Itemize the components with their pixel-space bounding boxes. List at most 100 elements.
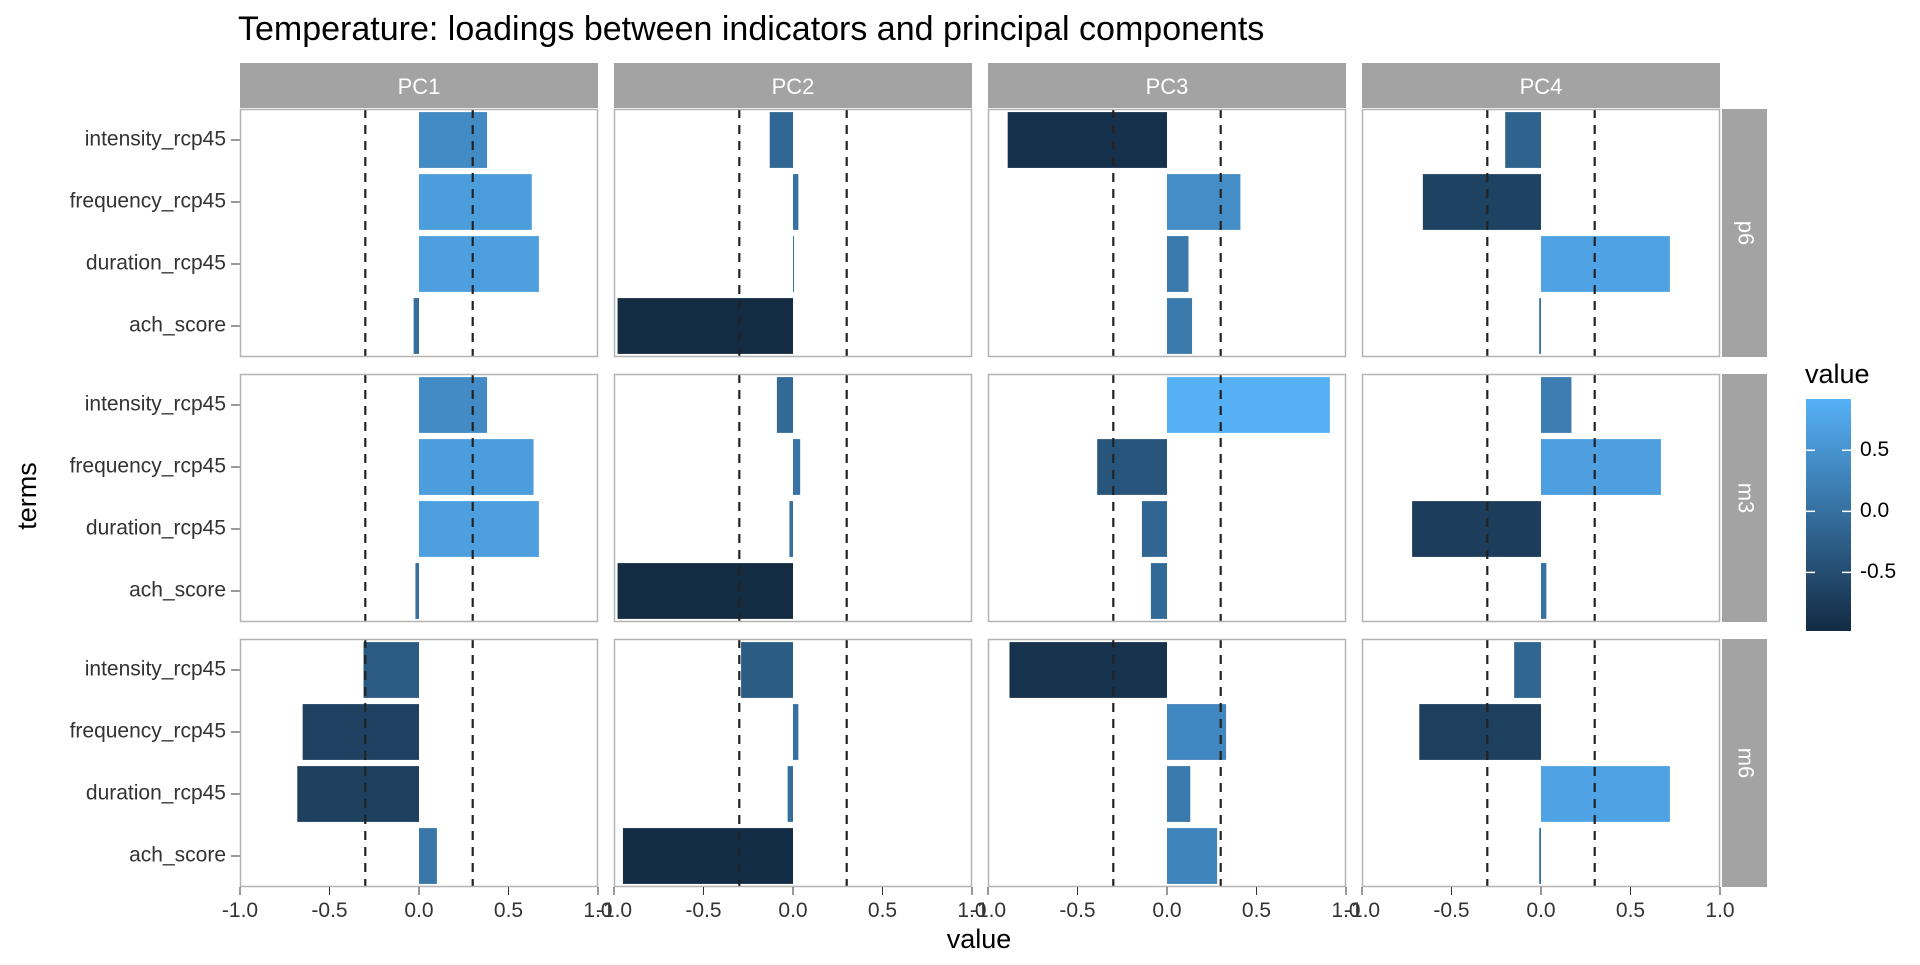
- bar-m3-pc3-duration-rcp45: [1141, 501, 1167, 557]
- bar-m6-pc4-frequency-rcp45: [1419, 704, 1541, 760]
- panel-border: [239, 373, 599, 623]
- panel-m3-pc4: [1361, 373, 1721, 623]
- facet-strip-m6: [1722, 639, 1767, 887]
- facet-strip-pc3: [988, 63, 1346, 108]
- bar-m6-pc3-duration-rcp45: [1167, 766, 1191, 822]
- panel-border: [1361, 373, 1721, 623]
- x-tick-label: 1.0: [583, 899, 612, 922]
- bar-p6-pc2-duration-rcp45: [793, 236, 794, 292]
- y-tick-label-frequency-rcp45: frequency_rcp45: [70, 190, 226, 213]
- bar-m3-pc2-duration-rcp45: [789, 501, 793, 557]
- bar-p6-pc2-frequency-rcp45: [793, 174, 799, 230]
- bar-m3-pc3-frequency-rcp45: [1097, 439, 1167, 495]
- x-tick-label: -1.0: [1344, 899, 1380, 922]
- y-axis-title: terms: [12, 462, 42, 530]
- legend-ticks: 0.5 0.0 -0.5: [1806, 438, 1896, 583]
- bar-p6-pc4-duration-rcp45: [1541, 236, 1670, 292]
- x-tick-label: -0.5: [1059, 899, 1095, 922]
- panel-m6-pc4: [1361, 638, 1721, 888]
- x-tick-label: 1.0: [1331, 899, 1360, 922]
- x-tick-label: 0.0: [404, 899, 433, 922]
- x-tick-label: 0.0: [1526, 899, 1555, 922]
- x-tick-label: 0.0: [778, 899, 807, 922]
- y-tick-label-frequency-rcp45: frequency_rcp45: [70, 720, 226, 743]
- panel-border: [613, 373, 973, 623]
- bar-m6-pc4-duration-rcp45: [1541, 766, 1670, 822]
- facet-strip-m3: [1722, 374, 1767, 622]
- facet-strip-label-pc1: PC1: [398, 74, 441, 99]
- y-tick-label-intensity-rcp45: intensity_rcp45: [85, 658, 226, 681]
- bar-p6-pc4-intensity-rcp45: [1505, 112, 1541, 168]
- x-tick-label: -0.5: [311, 899, 347, 922]
- panel-border: [987, 638, 1347, 888]
- panel-border: [239, 638, 599, 888]
- chart-title: Temperature: loadings between indicators…: [238, 10, 1264, 48]
- panel-m3-pc3: [987, 373, 1347, 623]
- bar-m6-pc3-intensity-rcp45: [1009, 642, 1167, 698]
- bar-m3-pc1-frequency-rcp45: [419, 439, 534, 495]
- bar-m6-pc2-frequency-rcp45: [793, 704, 799, 760]
- panel-p6-pc2: [613, 108, 973, 358]
- panel-m3-pc1: [239, 373, 599, 623]
- x-tick-label: -1.0: [596, 899, 632, 922]
- bar-m3-pc1-intensity-rcp45: [419, 377, 488, 433]
- bar-m6-pc3-frequency-rcp45: [1167, 704, 1227, 760]
- y-tick-label-duration-rcp45: duration_rcp45: [86, 517, 226, 540]
- x-tick-label: -0.5: [685, 899, 721, 922]
- facet-strip-label-pc3: PC3: [1146, 74, 1189, 99]
- facet-strip-label-pc2: PC2: [772, 74, 815, 99]
- bar-p6-pc3-frequency-rcp45: [1167, 174, 1241, 230]
- x-tick-label: -1.0: [222, 899, 258, 922]
- panel-border: [987, 108, 1347, 358]
- bar-m3-pc4-intensity-rcp45: [1541, 377, 1572, 433]
- panel-border: [1361, 108, 1721, 358]
- panel-m6-pc2: [613, 638, 973, 888]
- bar-p6-pc3-duration-rcp45: [1167, 236, 1189, 292]
- x-axis-title: value: [947, 924, 1012, 954]
- bar-p6-pc3-intensity-rcp45: [1007, 112, 1167, 168]
- x-tick-label: 0.5: [868, 899, 897, 922]
- panel-border: [987, 373, 1347, 623]
- panel-p6-pc1: [239, 108, 599, 358]
- bar-m6-pc2-ach-score: [622, 828, 793, 884]
- bar-m6-pc3-ach-score: [1167, 828, 1218, 884]
- bar-m3-pc2-ach-score: [617, 563, 793, 619]
- bar-m3-pc4-frequency-rcp45: [1541, 439, 1661, 495]
- facet-strip-label-m6: m6: [1734, 748, 1759, 779]
- panel-m3-pc2: [613, 373, 973, 623]
- panel-p6-pc3: [987, 108, 1347, 358]
- bar-m3-pc2-frequency-rcp45: [793, 439, 801, 495]
- bar-p6-pc4-frequency-rcp45: [1422, 174, 1541, 230]
- bar-p6-pc1-frequency-rcp45: [419, 174, 532, 230]
- facet-strip-label-p6: p6: [1734, 221, 1759, 245]
- bar-m3-pc3-ach-score: [1150, 563, 1167, 619]
- facet-strip-label-pc4: PC4: [1520, 74, 1563, 99]
- x-tick-label: 0.5: [494, 899, 523, 922]
- x-tick-label: 1.0: [957, 899, 986, 922]
- facet-strip-p6: [1722, 109, 1767, 357]
- panel-m6-pc1: [239, 638, 599, 888]
- facet-strip-pc1: [240, 63, 598, 108]
- x-tick-label: 1.0: [1705, 899, 1734, 922]
- x-tick-label: 0.5: [1242, 899, 1271, 922]
- y-tick-label-ach-score: ach_score: [129, 314, 226, 337]
- bar-p6-pc4-ach-score: [1539, 298, 1541, 354]
- y-tick-label-frequency-rcp45: frequency_rcp45: [70, 455, 226, 478]
- bar-p6-pc3-ach-score: [1167, 298, 1193, 354]
- legend-colorbar: [1806, 399, 1851, 631]
- y-tick-label-ach-score: ach_score: [129, 844, 226, 867]
- bar-m6-pc2-intensity-rcp45: [741, 642, 793, 698]
- legend-title: value: [1805, 359, 1870, 389]
- bar-m6-pc1-frequency-rcp45: [302, 704, 419, 760]
- bar-p6-pc2-intensity-rcp45: [769, 112, 793, 168]
- bar-m3-pc4-duration-rcp45: [1412, 501, 1541, 557]
- panel-border: [613, 108, 973, 358]
- bar-m6-pc2-duration-rcp45: [787, 766, 793, 822]
- bar-m6-pc1-intensity-rcp45: [363, 642, 419, 698]
- bar-m3-pc3-intensity-rcp45: [1167, 377, 1330, 433]
- panel-border: [613, 638, 973, 888]
- y-tick-label-intensity-rcp45: intensity_rcp45: [85, 393, 226, 416]
- bar-p6-pc1-intensity-rcp45: [419, 112, 488, 168]
